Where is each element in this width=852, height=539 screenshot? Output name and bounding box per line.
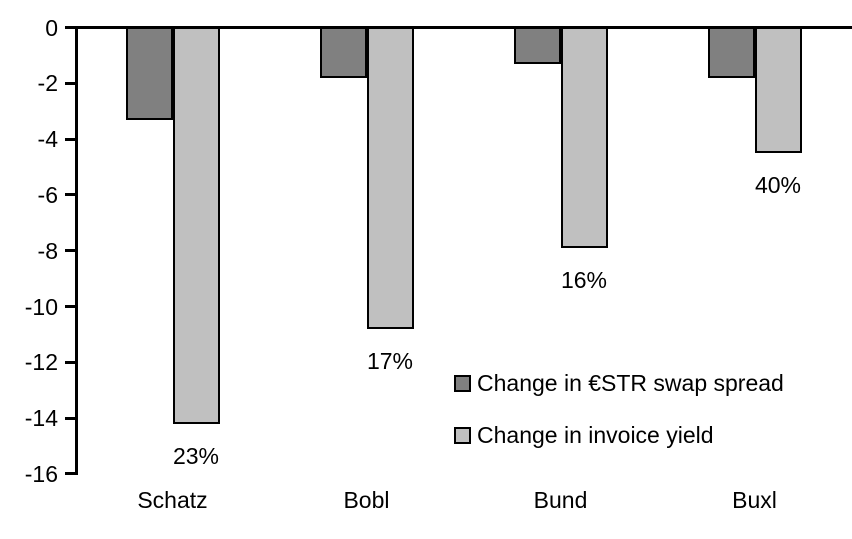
legend-item-swap-spread: Change in €STR swap spread bbox=[454, 370, 784, 396]
y-tick-mark bbox=[65, 249, 75, 253]
bar-change-in-invoice-yield-schatz bbox=[172, 26, 220, 424]
data-label-bobl: 17% bbox=[366, 347, 414, 374]
legend-label-swap-spread: Change in €STR swap spread bbox=[477, 369, 784, 396]
bar-change-in-str-swap-spread-schatz bbox=[125, 26, 173, 120]
legend-label-invoice-yield: Change in invoice yield bbox=[477, 421, 714, 448]
x-category-label-bobl: Bobl bbox=[343, 487, 390, 513]
x-axis-baseline bbox=[75, 26, 852, 29]
data-label-schatz: 23% bbox=[172, 442, 220, 469]
bar-change-in-str-swap-spread-bund bbox=[513, 26, 561, 64]
bar-change-in-str-swap-spread-buxl bbox=[707, 26, 755, 78]
y-tick-mark bbox=[65, 416, 75, 420]
y-tick-label: -12 bbox=[24, 349, 58, 376]
x-category-label-schatz: Schatz bbox=[137, 487, 208, 513]
y-tick-label: -16 bbox=[24, 460, 58, 487]
y-tick-label: 0 bbox=[45, 14, 58, 41]
y-tick-label: -2 bbox=[37, 70, 58, 97]
bar-change-in-invoice-yield-bund bbox=[560, 26, 608, 248]
y-tick-label: -4 bbox=[37, 126, 58, 153]
legend-swatch-invoice-yield bbox=[454, 426, 471, 444]
bar-change-in-str-swap-spread-bobl bbox=[319, 26, 367, 78]
y-tick-label: -10 bbox=[24, 293, 58, 320]
y-tick-label: -6 bbox=[37, 181, 58, 208]
y-tick-mark bbox=[65, 305, 75, 308]
y-tick-mark bbox=[65, 137, 75, 141]
y-tick-mark bbox=[65, 26, 75, 29]
y-tick-mark bbox=[65, 193, 75, 197]
y-axis-line bbox=[75, 26, 78, 476]
bar-change-in-invoice-yield-bobl bbox=[366, 26, 414, 329]
y-tick-mark bbox=[65, 472, 75, 476]
y-tick-label: -8 bbox=[37, 237, 58, 264]
y-tick-mark bbox=[65, 360, 75, 364]
legend-swatch-swap-spread bbox=[454, 374, 471, 392]
x-category-label-buxl: Buxl bbox=[732, 487, 777, 513]
bar-change-in-invoice-yield-buxl bbox=[754, 26, 802, 154]
x-category-label-bund: Bund bbox=[533, 487, 588, 513]
y-tick-mark bbox=[65, 81, 75, 85]
legend-item-invoice-yield: Change in invoice yield bbox=[454, 422, 784, 448]
data-label-bund: 16% bbox=[560, 266, 608, 293]
legend: Change in €STR swap spread Change in inv… bbox=[454, 370, 784, 477]
y-tick-label: -14 bbox=[24, 405, 58, 432]
data-label-buxl: 40% bbox=[754, 172, 802, 199]
